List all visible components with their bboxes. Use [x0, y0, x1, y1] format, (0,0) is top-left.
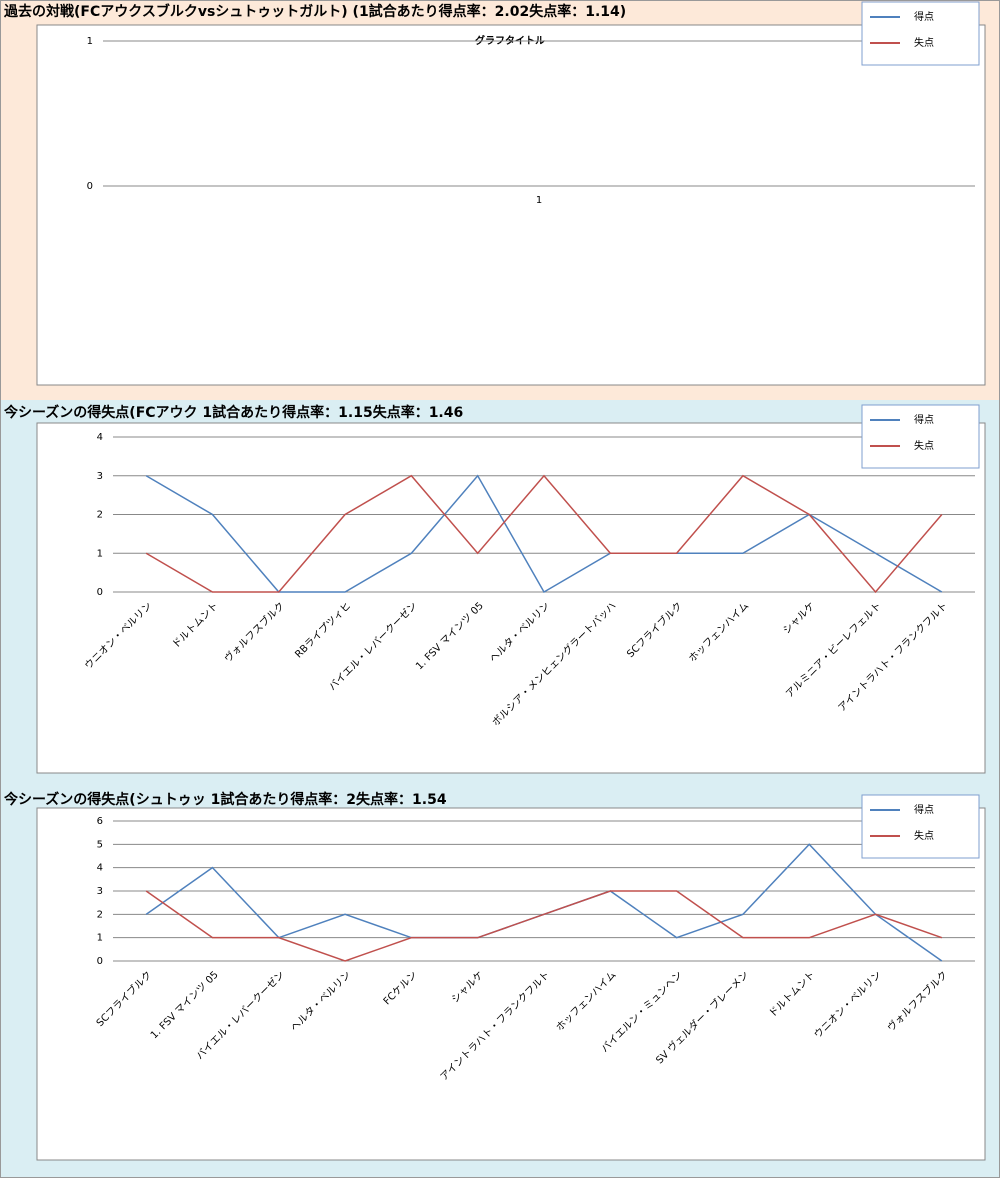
legend-label: 失点	[914, 829, 934, 842]
chart-area	[36, 24, 986, 386]
series-line	[145, 890, 943, 962]
legend-label: 得点	[914, 804, 934, 816]
chart-area	[36, 422, 986, 774]
y-tick-label: 2	[97, 909, 103, 920]
x-tick-label: 1	[536, 195, 542, 206]
legend	[861, 1, 980, 66]
y-tick-label: 1	[97, 933, 103, 944]
legend-label: 得点	[914, 11, 934, 23]
legend	[861, 794, 980, 859]
y-tick-label: 3	[97, 886, 103, 897]
y-tick-label: 0	[97, 587, 103, 598]
legend-label: 失点	[914, 439, 934, 452]
legend-label: 得点	[914, 414, 934, 426]
section-heading: 今シーズンの得失点(FCアウク 1試合あたり得点率：1.15失点率：1.46	[3, 404, 463, 421]
legend	[861, 404, 980, 469]
y-tick-label: 5	[97, 839, 103, 850]
y-tick-label: 4	[97, 432, 103, 443]
y-tick-label: 4	[97, 863, 103, 874]
y-tick-label: 1	[87, 36, 93, 47]
chart-area	[36, 807, 986, 1161]
y-tick-label: 2	[97, 510, 103, 521]
y-tick-label: 0	[97, 956, 103, 967]
y-tick-label: 1	[97, 548, 103, 559]
y-tick-label: 0	[87, 181, 93, 192]
section-heading: 過去の対戦(FCアウクスブルクvsシュトゥットガルト) (1試合あたり得点率：2…	[3, 3, 626, 20]
series-line	[145, 474, 943, 594]
legend-label: 失点	[914, 36, 934, 49]
section-heading: 今シーズンの得失点(シュトゥッ 1試合あたり得点率：2失点率：1.54	[3, 791, 447, 808]
y-tick-label: 6	[97, 816, 103, 827]
y-tick-label: 3	[97, 471, 103, 482]
